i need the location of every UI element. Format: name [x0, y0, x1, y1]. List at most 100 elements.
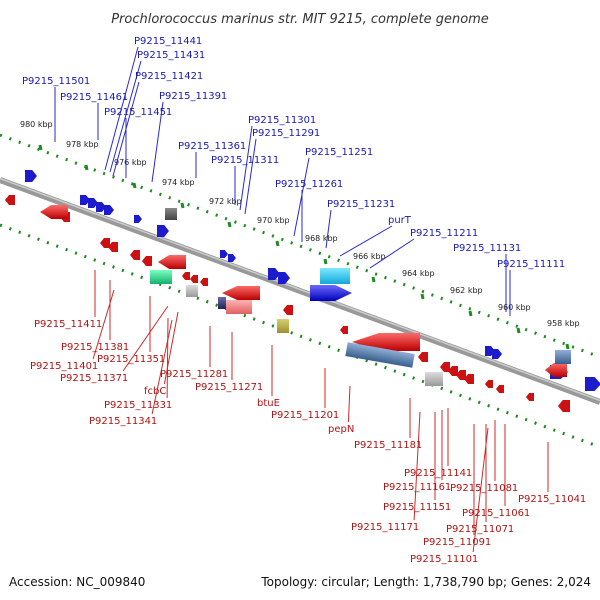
forward-gene-arrow — [88, 198, 98, 208]
feature-block — [555, 350, 571, 364]
reverse-gene-arrow — [283, 305, 293, 315]
reverse-gene-arrow — [222, 286, 260, 300]
feature-block — [150, 270, 172, 284]
lower-gene-label: P9215_11181 — [354, 440, 422, 451]
kbp-tick-label: 978 kbp — [66, 140, 99, 149]
lower-label-leader — [92, 289, 115, 360]
lower-gene-label: P9215_11331 — [104, 400, 172, 411]
lower-gene-label: P9215_11371 — [60, 373, 128, 384]
forward-gene-arrow — [492, 349, 502, 359]
feature-block — [320, 268, 350, 284]
upper-label-leader — [244, 138, 257, 215]
kbp-tick-mark — [516, 327, 521, 334]
reverse-gene-arrow — [418, 352, 428, 362]
lower-label-leader — [413, 411, 421, 521]
kbp-tick-label: 980 kbp — [20, 120, 53, 129]
forward-gene-arrow — [585, 377, 600, 391]
kbp-tick-mark — [565, 343, 570, 350]
forward-gene-arrow — [80, 195, 90, 205]
lower-gene-label: P9215_11061 — [462, 508, 530, 519]
kbp-tick-mark — [323, 258, 328, 265]
lower-gene-label: P9215_11091 — [423, 537, 491, 548]
upper-gene-label: P9215_11111 — [497, 259, 565, 270]
kbp-tick-mark — [371, 276, 376, 283]
feature-block — [226, 300, 252, 314]
reverse-gene-arrow — [496, 385, 504, 393]
lower-gene-label: P9215_11351 — [97, 354, 165, 365]
upper-label-leader — [239, 125, 253, 211]
upper-gene-label: purT — [388, 215, 412, 226]
upper-label-leader — [109, 60, 142, 173]
upper-gene-label: P9215_11461 — [60, 92, 128, 103]
lower-gene-label: P9215_11281 — [160, 369, 228, 380]
map-title: Prochlorococcus marinus str. MIT 9215, c… — [111, 12, 489, 27]
reverse-gene-arrow — [464, 374, 474, 384]
feature-block — [165, 208, 177, 220]
lower-gene-label: P9215_11171 — [351, 522, 419, 533]
upper-label-leader — [339, 225, 393, 257]
feature-block — [425, 372, 443, 386]
lower-gene-label: P9215_11151 — [383, 502, 451, 513]
lower-gene-label: P9215_11201 — [271, 410, 339, 421]
lower-gene-label: P9215_11161 — [383, 482, 451, 493]
lower-gene-labels: P9215_11411P9215_11381P9215_11401P9215_1… — [30, 319, 586, 565]
upper-gene-label: P9215_11431 — [137, 50, 205, 61]
lower-label-leader — [166, 317, 169, 399]
reverse-gene-arrow — [558, 400, 570, 412]
reverse-gene-arrow — [340, 326, 348, 334]
upper-label-leader — [369, 238, 415, 269]
forward-gene-arrow — [278, 272, 290, 284]
lower-label-leader — [472, 427, 489, 553]
upper-gene-label: P9215_11261 — [275, 179, 343, 190]
kbp-tick-label: 970 kbp — [257, 216, 290, 225]
reverse-gene-arrow — [200, 278, 208, 286]
lower-gene-label: P9215_11381 — [61, 342, 129, 353]
upper-gene-label: P9215_11311 — [211, 155, 279, 166]
kbp-tick-label: 962 kbp — [450, 286, 483, 295]
forward-gene-arrow — [25, 170, 37, 182]
lower-gene-label: P9215_11411 — [34, 319, 102, 330]
feature-block — [218, 297, 226, 309]
lower-gene-label: P9215_11401 — [30, 361, 98, 372]
forward-gene-arrow — [228, 254, 236, 262]
reverse-gene-arrow — [142, 256, 152, 266]
reverse-gene-arrow — [158, 255, 186, 269]
upper-label-leader — [151, 101, 164, 183]
lower-gene-label: fcbC — [144, 386, 166, 397]
upper-gene-label: P9215_11361 — [178, 141, 246, 152]
upper-gene-label: P9215_11451 — [104, 107, 172, 118]
reverse-gene-arrow — [440, 362, 450, 372]
lower-gene-label: P9215_11071 — [446, 524, 514, 535]
forward-gene-arrow — [134, 215, 142, 223]
forward-gene-arrow — [220, 250, 228, 258]
lower-gene-label: P9215_11341 — [89, 416, 157, 427]
kbp-tick-group: 980 kbp 978 kbp 976 kbp 974 kbp 972 kbp 970 k… — [20, 120, 580, 350]
feature-block — [186, 285, 198, 297]
feature-block — [345, 342, 415, 368]
lower-gene-label: P9215_11141 — [404, 468, 472, 479]
lower-label-leader — [122, 305, 169, 372]
kbp-tick-label: 958 kbp — [547, 319, 580, 328]
lower-gene-label: P9215_11041 — [518, 494, 586, 505]
reverse-gene-arrow — [5, 195, 15, 205]
forward-gene-arrow — [268, 268, 280, 280]
reverse-gene-arrow — [545, 363, 567, 377]
reverse-gene-arrow — [456, 370, 466, 380]
kbp-tick-mark — [132, 182, 137, 189]
kbp-tick-mark — [38, 144, 43, 151]
reverse-gene-arrow — [190, 275, 198, 283]
kbp-tick-label: 974 kbp — [162, 178, 195, 187]
upper-label-leader — [104, 46, 139, 171]
lower-label-leader — [151, 319, 173, 415]
lower-gene-label: P9215_11101 — [410, 554, 478, 565]
reverse-gene-arrow — [448, 366, 458, 376]
upper-gene-label: P9215_11301 — [248, 115, 316, 126]
lower-gene-label: pepN — [328, 424, 354, 435]
lower-label-leader — [163, 311, 179, 385]
lower-label-leader — [347, 385, 351, 423]
genome-summary-text: Topology: circular; Length: 1,738,790 bp… — [260, 575, 591, 589]
kbp-tick-mark — [468, 310, 473, 317]
kbp-tick-label: 964 kbp — [402, 269, 435, 278]
